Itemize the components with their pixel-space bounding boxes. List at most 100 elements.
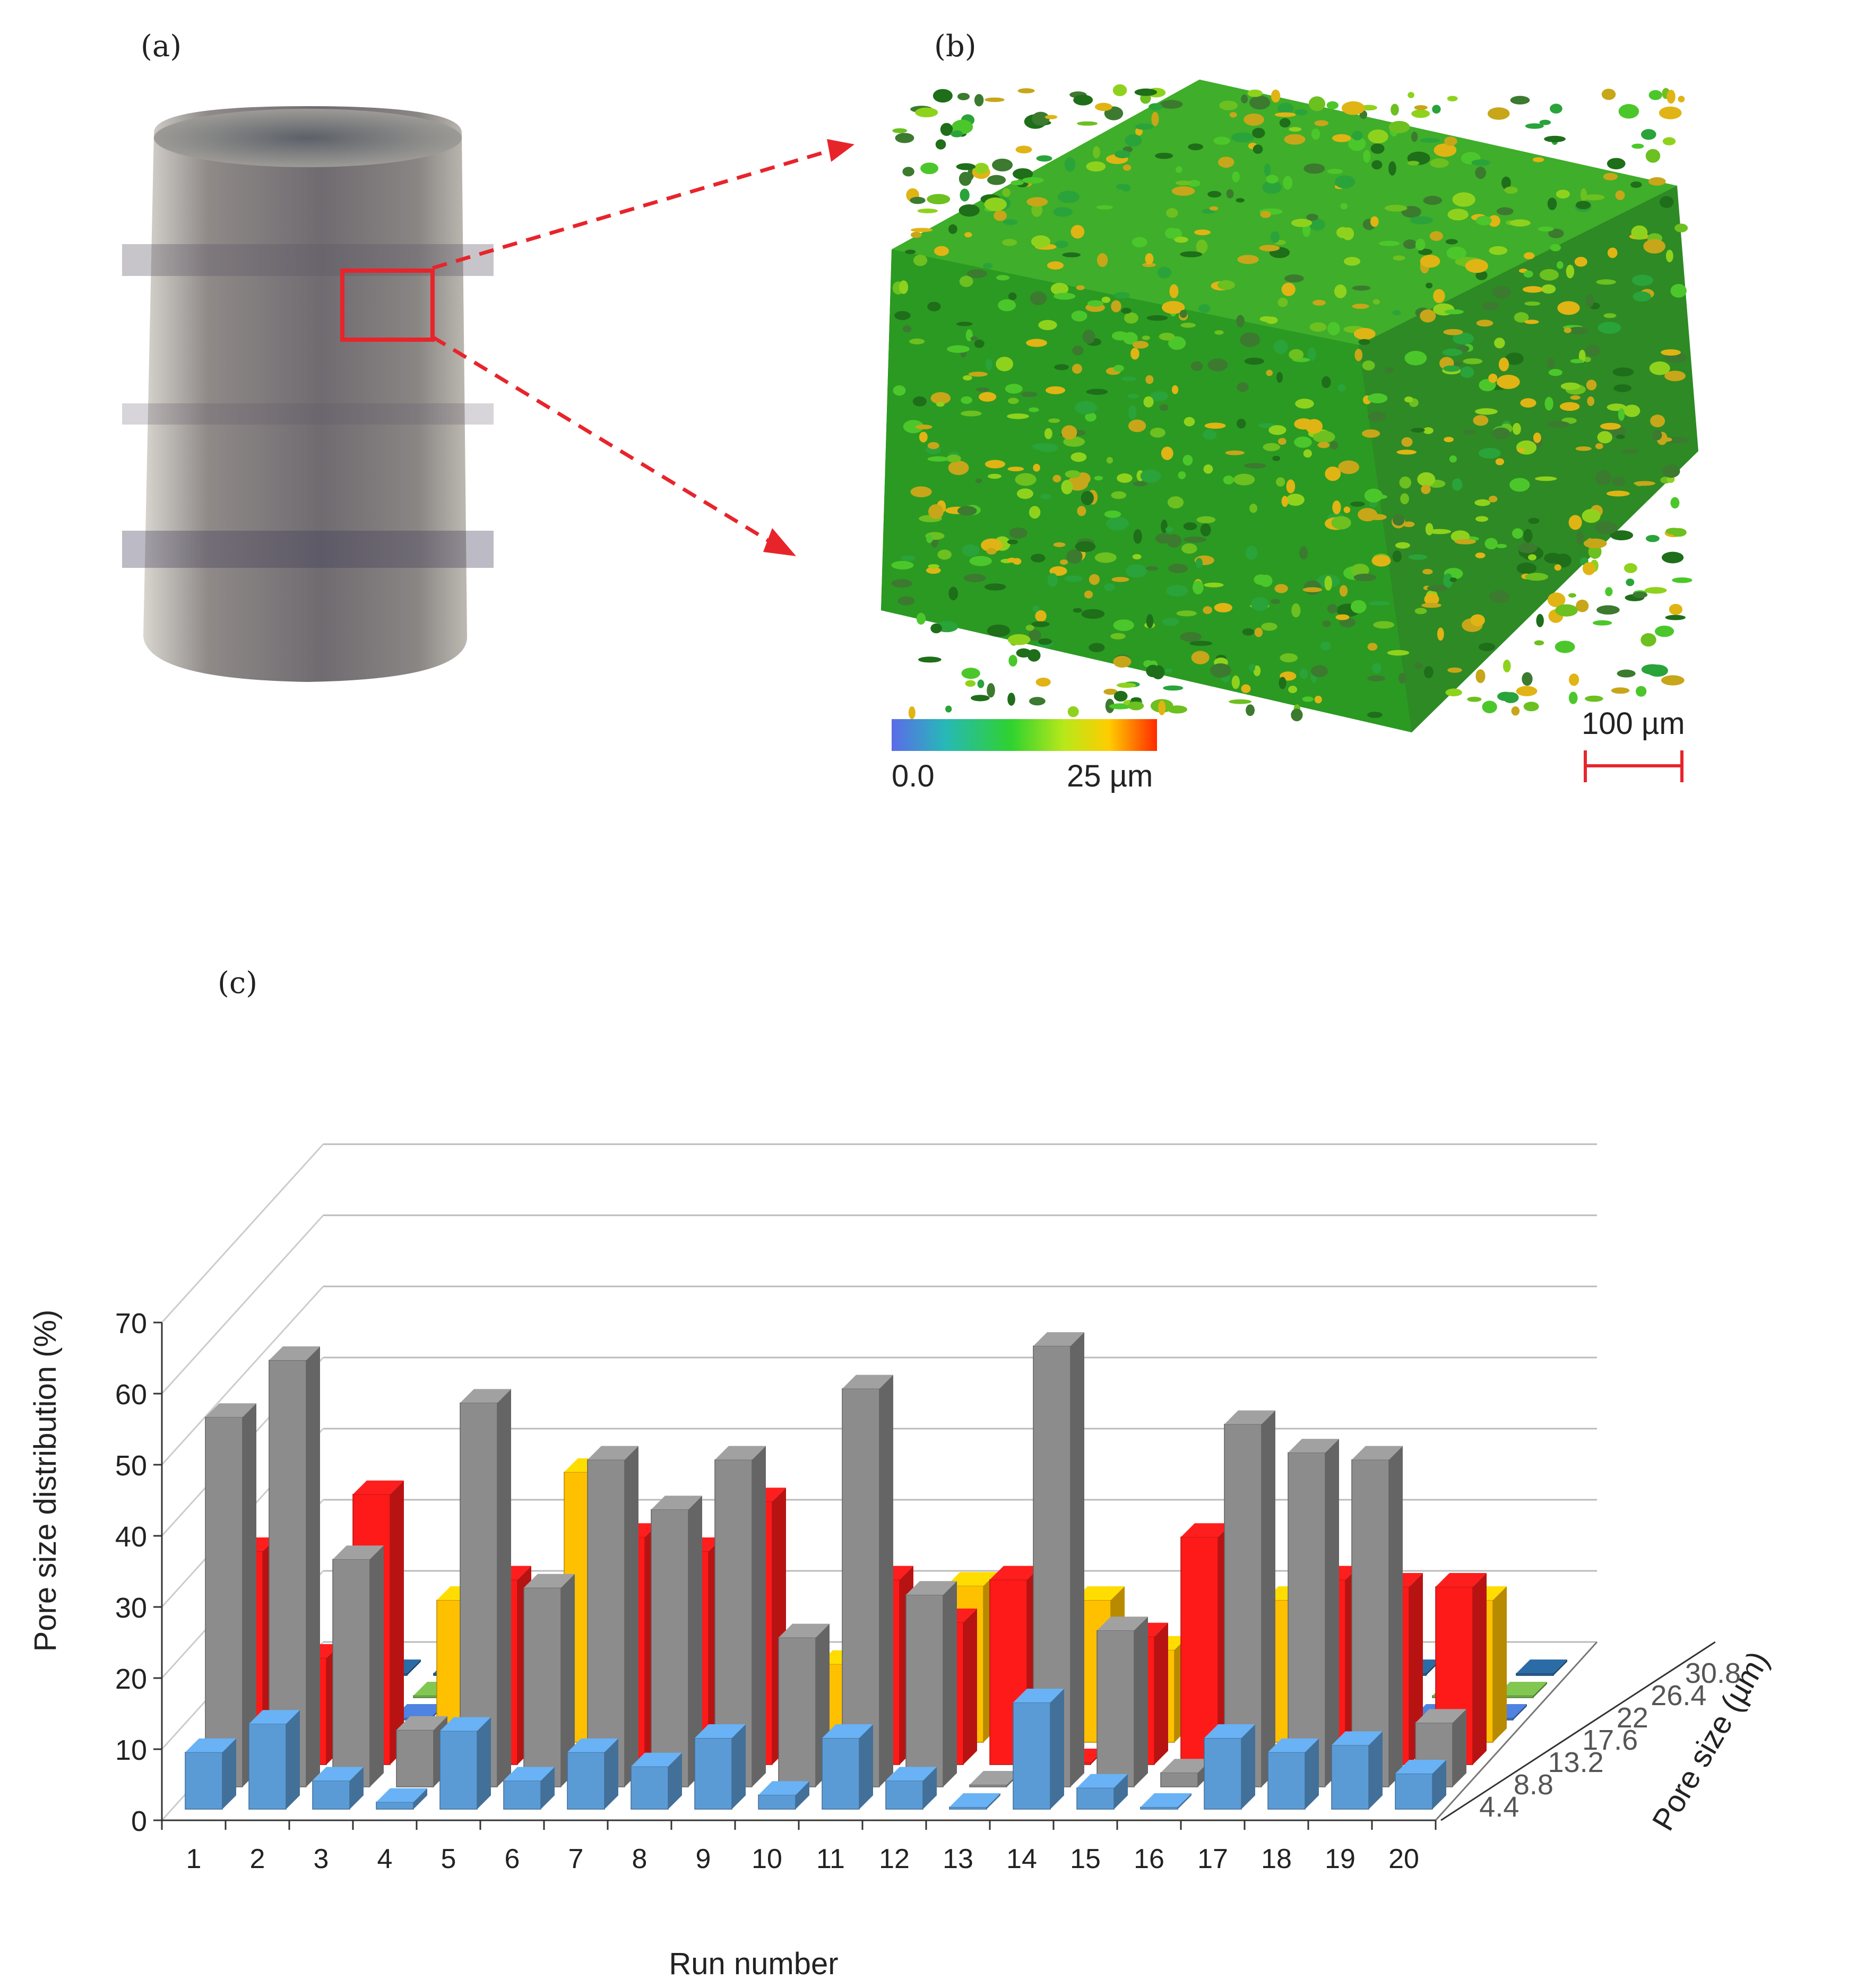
pore-speckle xyxy=(1195,558,1203,568)
pore-speckle xyxy=(1476,319,1493,327)
pore-speckle xyxy=(1640,633,1656,647)
pore-speckle xyxy=(1538,226,1554,232)
x-tick-label: 20 xyxy=(1388,1844,1419,1874)
bar-top-run14-size8.8 xyxy=(1033,1332,1084,1346)
bar-side-run2-size30.8 xyxy=(407,1659,421,1675)
pore-speckle xyxy=(926,534,933,543)
pore-speckle xyxy=(918,656,942,663)
pore-speckle xyxy=(919,431,928,443)
pore-speckle xyxy=(1044,428,1052,439)
pore-speckle xyxy=(1665,249,1673,263)
pore-speckle xyxy=(1295,399,1314,409)
pore-speckle xyxy=(1189,641,1213,646)
pore-speckle xyxy=(984,583,1006,591)
pore-speckle xyxy=(1117,682,1136,688)
pore-speckle xyxy=(1305,419,1323,434)
y-tick-label: 50 xyxy=(115,1450,147,1482)
pore-speckle xyxy=(1259,245,1280,252)
bar-top-run10-size8.8 xyxy=(779,1623,830,1638)
pore-speckle xyxy=(1425,523,1434,535)
pore-speckle xyxy=(1101,297,1111,303)
pore-speckle xyxy=(1596,605,1620,615)
pore-speckle xyxy=(1308,96,1326,111)
bar-front-run18-size8.8 xyxy=(1288,1452,1326,1787)
pore-speckle xyxy=(927,456,949,462)
pore-speckle xyxy=(1178,471,1186,479)
pore-speckle xyxy=(1429,231,1444,241)
pore-speckle xyxy=(1662,464,1680,478)
bar-front-run10-size4.4 xyxy=(758,1794,796,1810)
pore-speckle xyxy=(1524,301,1541,306)
pore-speckle xyxy=(1465,259,1488,273)
bar-side-run6-size4.4 xyxy=(541,1767,555,1809)
pore-speckle xyxy=(1327,604,1338,613)
pore-speckle xyxy=(1188,143,1203,151)
pore-speckle xyxy=(1007,413,1029,419)
bar-side-run4-size4.4 xyxy=(413,1788,427,1809)
pore-speckle xyxy=(1299,668,1308,679)
bar-top-run14-size4.4 xyxy=(1013,1689,1064,1702)
bar-side-run9-size8.8 xyxy=(752,1446,766,1787)
pore-speckle xyxy=(1094,476,1103,481)
depth-tick-label: 17.6 xyxy=(1582,1724,1638,1756)
pore-speckle xyxy=(1021,392,1038,397)
pore-speckle xyxy=(1367,675,1386,681)
pore-speckle xyxy=(1276,371,1283,383)
pore-speckle xyxy=(1284,134,1306,145)
pore-speckle xyxy=(1117,473,1133,483)
pore-speckle xyxy=(1516,686,1538,696)
pore-speckle xyxy=(1424,593,1439,606)
bar-side-run18-size4.4 xyxy=(1305,1738,1319,1809)
pore-speckle xyxy=(1585,344,1601,357)
pore-speckle xyxy=(1387,650,1410,656)
pore-speckle xyxy=(1217,280,1235,290)
pore-speckle xyxy=(1081,491,1094,505)
pore-speckle xyxy=(1489,246,1508,255)
pore-speckle xyxy=(1008,397,1019,404)
pore-speckle xyxy=(1659,196,1674,208)
pore-speckle xyxy=(1233,473,1255,486)
pore-speckle xyxy=(1218,157,1234,168)
pore-speckle xyxy=(1449,577,1457,582)
pore-speckle xyxy=(1632,591,1648,598)
pore-speckle xyxy=(902,167,914,177)
pore-speckle xyxy=(948,586,959,601)
pore-speckle xyxy=(1180,632,1202,642)
pore-speckle xyxy=(1667,90,1676,104)
pore-speckle xyxy=(891,579,912,588)
pore-speckle xyxy=(1133,481,1147,487)
pore-speckle xyxy=(1032,443,1054,451)
pore-speckle xyxy=(1052,207,1073,217)
pore-speckle xyxy=(1309,322,1327,332)
pore-speckle xyxy=(928,504,944,520)
pore-speckle xyxy=(1583,538,1607,549)
pore-speckle xyxy=(1674,223,1688,232)
pore-speckle xyxy=(1277,297,1288,307)
pore-speckle xyxy=(1598,322,1621,334)
pore-speckle xyxy=(1430,158,1449,168)
pore-speckle xyxy=(1544,396,1553,411)
pore-speckle xyxy=(1310,665,1328,678)
side-gridline xyxy=(161,1143,324,1324)
pore-speckle xyxy=(1142,335,1151,340)
pore-speckle xyxy=(1135,123,1154,130)
pore-speckle xyxy=(1661,675,1685,686)
pore-speckle xyxy=(1510,96,1530,105)
pore-speckle xyxy=(1363,150,1371,163)
pore-speckle xyxy=(1358,339,1370,345)
pore-speckle xyxy=(1040,494,1051,499)
pore-speckle xyxy=(1281,282,1296,296)
pore-speckle xyxy=(1150,427,1165,438)
pore-speckle xyxy=(902,325,912,333)
pore-speckle xyxy=(1566,264,1575,279)
x-tick-label: 2 xyxy=(250,1844,265,1874)
pore-speckle xyxy=(909,338,925,344)
pore-speckle xyxy=(1180,251,1203,257)
pore-speckle xyxy=(1268,425,1286,435)
pore-speckle xyxy=(893,385,906,396)
pore-speckle xyxy=(1104,583,1116,591)
pore-speckle xyxy=(1489,590,1510,603)
x-tick-label: 6 xyxy=(505,1844,520,1874)
bar-side-run12-size8.8 xyxy=(943,1581,957,1787)
pore-speckle xyxy=(1226,189,1234,199)
